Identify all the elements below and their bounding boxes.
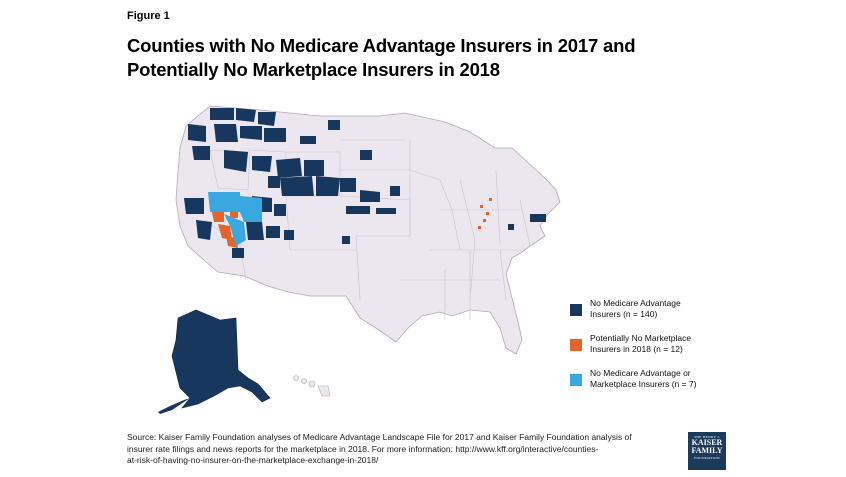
title-line-1: Counties with No Medicare Advantage Insu… [127,35,636,56]
legend-label: Insurers (n = 140) [590,309,658,319]
source-line-3: at-risk-of-having-no-insurer-on-the-mark… [127,455,379,465]
figure-title: Counties with No Medicare Advantage Insu… [127,34,747,82]
legend-swatch-no-marketplace [570,339,582,351]
title-line-2: Potentially No Marketplace Insurers in 2… [127,59,500,80]
legend-label: No Medicare Advantage [590,298,681,308]
legend-item-no-marketplace: Potentially No Marketplace Insurers in 2… [570,333,740,355]
source-line-2: insurer rate filings and news reports fo… [127,443,599,454]
legend-label: Marketplace Insurers (n = 7) [590,379,697,389]
source-note: Source: Kaiser Family Foundation analyse… [127,432,687,467]
both-none-counties [208,192,262,246]
no-marketplace-counties [212,198,492,248]
figure-label: Figure 1 [127,10,170,22]
legend-swatch-both [570,374,582,386]
source-line-1: Source: Kaiser Family Foundation analyse… [127,432,632,442]
legend-item-no-ma: No Medicare Advantage Insurers (n = 140) [570,298,740,320]
no-ma-counties [184,108,546,258]
logo-line-2b: FAMILY [691,446,723,455]
map-legend: No Medicare Advantage Insurers (n = 140)… [570,298,740,403]
hawaii [293,375,331,397]
legend-label: Potentially No Marketplace [590,333,692,343]
kff-logo: THE HENRY J. KAISER FAMILY FOUNDATION [688,432,726,470]
legend-swatch-no-ma [570,304,582,316]
legend-item-both: No Medicare Advantage or Marketplace Ins… [570,368,740,390]
legend-label: Insurers in 2018 (n = 12) [590,344,683,354]
contiguous-us-landmass [175,105,561,355]
logo-line-2a: KAISER [691,438,723,447]
alaska [171,309,271,409]
alaska-chain [158,398,190,414]
logo-line-1: THE HENRY J. [693,435,721,439]
legend-label: No Medicare Advantage or [590,368,691,378]
logo-line-3: FOUNDATION [694,456,720,460]
